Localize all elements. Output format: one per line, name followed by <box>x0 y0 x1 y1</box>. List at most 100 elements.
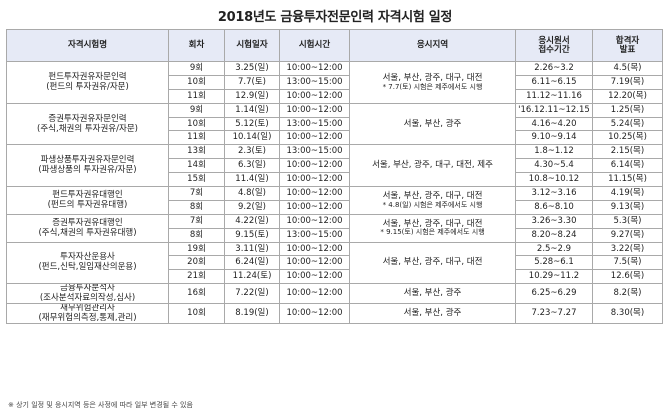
date-cell: 10.14(일) <box>224 130 280 146</box>
result-cell: 12.6(목) <box>592 269 663 285</box>
result-cell: 7.19(목) <box>592 74 663 90</box>
cert-subtitle: (재무위험의측정,통제,관리) <box>38 313 137 324</box>
cert-subtitle: (펀드의 투자권유대행) <box>47 199 128 210</box>
round-cell: 11회 <box>168 130 225 146</box>
cert-subtitle: (파생상품의 투자권유/자문) <box>38 165 137 176</box>
round-cell: 10회 <box>168 74 225 90</box>
result-cell: 11.15(목) <box>592 172 663 188</box>
result-cell: 5.24(목) <box>592 116 663 132</box>
date-cell: 9.15(토) <box>224 227 280 243</box>
table-body: 펀드투자권유자문인력 (펀드의 투자권유/자문) 9회 3.25(일) 10:00~12… <box>6 61 663 324</box>
result-cell: 9.27(목) <box>592 227 663 243</box>
apply-cell: 8.6~8.10 <box>515 199 593 215</box>
date-cell: 4.22(일) <box>224 213 280 229</box>
cert-cell: 증권투자권유자문인력 (주식,채권의 투자권유/자문) <box>6 102 169 146</box>
time-cell: 10:00~12:00 <box>279 130 350 146</box>
header-date: 시험일자 <box>224 29 280 62</box>
table-row: 펀드투자권유대행인 (펀드의 투자권유대행) 7회 4.8(일) 10:00~12:00… <box>6 186 663 215</box>
region-note: * 7.7(토) 시험은 제주에서도 시행 <box>382 82 483 91</box>
round-cell: 16회 <box>168 283 225 305</box>
region-cell: 서울, 부산, 광주 <box>349 303 516 324</box>
result-cell: 9.13(목) <box>592 199 663 215</box>
apply-cell: 3.26~3.30 <box>515 213 593 229</box>
exam-schedule-table: 자격시험명 회차 시험일자 시험시간 응시지역 응시원서 접수기간 합격자 발표… <box>6 29 663 324</box>
apply-cell: 6.11~6.15 <box>515 74 593 90</box>
result-cell: 4.19(목) <box>592 186 663 201</box>
cert-name: 파생상품투자권유자문인력 <box>40 155 135 166</box>
result-cell: 3.22(목) <box>592 241 663 257</box>
date-cell: 11.4(일) <box>224 172 280 188</box>
cert-subtitle: (펀드의 투자권유/자문) <box>46 81 129 92</box>
table-row: 증권투자권유자문인력 (주식,채권의 투자권유/자문) 9회 1.14(일) 10:00… <box>6 102 663 146</box>
round-cell: 19회 <box>168 241 225 257</box>
region-list: 서울, 부산, 광주, 대구, 대전, 제주 <box>372 160 493 171</box>
time-cell: 10:00~12:00 <box>279 172 350 188</box>
footnote: ※ 상기 일정 및 응시지역 등은 사정에 따라 일부 변경될 수 있음 <box>8 401 193 409</box>
cert-subtitle: (펀드,신탁,일임재산의운용) <box>38 262 137 273</box>
date-cell: 6.24(일) <box>224 255 280 271</box>
table-row: 21회 11.24(토) 10:00~12:00 10.29~11.2 12.6(목) <box>7 269 663 285</box>
result-cell: 12.20(목) <box>592 88 663 104</box>
date-cell: 6.3(일) <box>224 158 280 174</box>
region-cell: 서울, 부산, 광주, 대구, 대전 * 9.15(토) 시험은 제주에서도 시행 <box>349 213 516 243</box>
table-row: 14회 6.3(일) 10:00~12:00 4.30~5.4 6.14(목) <box>7 158 663 174</box>
region-cell: 서울, 부산, 광주 <box>349 283 516 305</box>
cert-cell: 펀드투자권유자문인력 (펀드의 투자권유/자문) <box>6 61 169 104</box>
date-cell: 7.22(일) <box>224 283 280 305</box>
cert-name: 증권투자권유대행인 <box>52 217 123 228</box>
time-cell: 10:00~12:00 <box>279 303 350 324</box>
apply-cell: 6.25~6.29 <box>515 283 593 305</box>
header-apply-line1: 응시원서 <box>538 35 570 46</box>
header-result: 합격자 발표 <box>592 29 663 62</box>
time-cell: 13:00~15:00 <box>279 144 350 160</box>
round-cell: 8회 <box>168 227 225 243</box>
result-cell: 2.15(목) <box>592 144 663 160</box>
date-cell: 9.2(일) <box>224 199 280 215</box>
header-apply: 응시원서 접수기간 <box>515 29 593 62</box>
apply-cell: 9.10~9.14 <box>515 130 593 146</box>
cert-cell: 재무위험관리사 (재무위험의측정,통제,관리) <box>6 303 169 324</box>
apply-cell: 2.26~3.2 <box>515 61 593 76</box>
region-cell: 서울, 부산, 광주, 대구, 대전 * 7.7(토) 시험은 제주에서도 시행 <box>349 61 516 104</box>
result-cell: 10.25(목) <box>592 130 663 146</box>
date-cell: 2.3(토) <box>224 144 280 160</box>
cert-name: 투자자산운용사 <box>60 252 115 263</box>
date-cell: 1.14(일) <box>224 102 280 118</box>
cert-name: 재무위험관리사 <box>60 303 115 314</box>
header-result-line2: 발표 <box>619 44 636 55</box>
apply-cell: 4.30~5.4 <box>515 158 593 174</box>
region-note: * 4.8(일) 시험은 제주에서도 시행 <box>382 200 483 209</box>
time-cell: 10:00~12:00 <box>279 269 350 285</box>
region-cell: 서울, 부산, 광주, 대구, 대전 * 4.8(일) 시험은 제주에서도 시행 <box>349 186 516 215</box>
time-cell: 10:00~12:00 <box>279 283 350 305</box>
round-cell: 21회 <box>168 269 225 285</box>
round-cell: 13회 <box>168 144 225 160</box>
cert-cell: 파생상품투자권유자문인력 (파생상품의 투자권유/자문) <box>6 144 169 188</box>
apply-cell: 10.8~10.12 <box>515 172 593 188</box>
round-cell: 15회 <box>168 172 225 188</box>
region-list: 서울, 부산, 광주 <box>403 308 462 319</box>
header-apply-line2: 접수기간 <box>538 44 570 55</box>
time-cell: 13:00~15:00 <box>279 74 350 90</box>
date-cell: 3.11(일) <box>224 241 280 257</box>
header-result-line1: 합격자 <box>615 35 640 46</box>
date-cell: 12.9(일) <box>224 88 280 104</box>
time-cell: 10:00~12:00 <box>279 199 350 215</box>
time-cell: 10:00~12:00 <box>279 186 350 201</box>
table-row: 11회 12.9(일) 10:00~12:00 11.12~11.16 12.20(목) <box>7 88 663 104</box>
result-cell: 6.14(목) <box>592 158 663 174</box>
result-cell: 7.5(목) <box>592 255 663 271</box>
table-row: 펀드투자권유자문인력 (펀드의 투자권유/자문) 9회 3.25(일) 10:00~12… <box>6 61 663 104</box>
round-cell: 9회 <box>168 61 225 76</box>
table-row: 8회 9.15(토) 13:00~15:00 8.20~8.24 9.27(목) <box>7 227 663 243</box>
time-cell: 10:00~12:00 <box>279 102 350 118</box>
round-cell: 7회 <box>168 186 225 201</box>
apply-cell: 8.20~8.24 <box>515 227 593 243</box>
result-cell: 8.2(목) <box>592 283 663 305</box>
apply-cell: '16.12.11~12.15 <box>515 102 593 118</box>
round-cell: 14회 <box>168 158 225 174</box>
cert-name: 펀드투자권유자문인력 <box>48 71 127 82</box>
cert-name: 금융투자분석사 <box>60 283 115 294</box>
region-cell: 서울, 부산, 광주, 대구, 대전, 제주 <box>349 144 516 188</box>
date-cell: 4.8(일) <box>224 186 280 201</box>
